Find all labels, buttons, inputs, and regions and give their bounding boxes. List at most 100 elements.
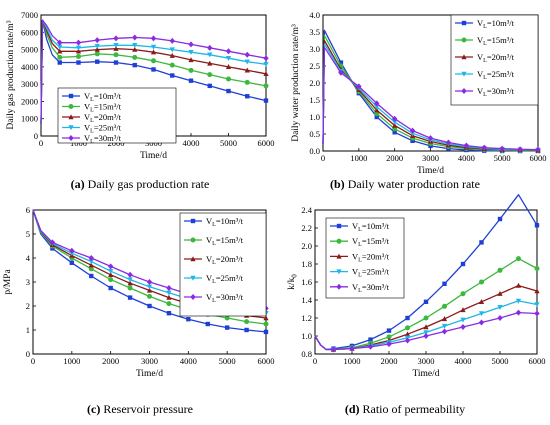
legend-label-sub: L	[212, 260, 216, 266]
series-4	[40, 19, 269, 124]
legend-label-main: V	[84, 112, 91, 122]
legend-label: VL=25m³/t	[477, 69, 515, 81]
data-point	[57, 44, 63, 50]
data-point	[207, 60, 213, 66]
data-point	[374, 114, 379, 120]
series-line	[32, 209, 267, 325]
legend-label-rest: =30m³/t	[487, 86, 515, 96]
data-point	[338, 60, 344, 65]
data-point	[478, 311, 485, 317]
legend-label-main: V	[84, 123, 91, 133]
legend-marker	[461, 54, 467, 60]
series-line	[40, 19, 267, 124]
x-tick-label: 6000	[258, 138, 275, 148]
data-point	[151, 58, 156, 64]
legend-label-rest: =25m³/t	[94, 123, 122, 133]
legend-label: VL=20m³/t	[477, 52, 515, 64]
data-point	[94, 37, 100, 44]
legend-entry: VL=30m³/t	[330, 282, 390, 294]
series-line	[322, 46, 539, 151]
legend-marker	[68, 125, 74, 131]
legend-entry: VL=10m³/t	[330, 221, 390, 233]
data-point	[499, 145, 505, 152]
legend-label-sub: L	[483, 24, 487, 30]
legend-label-main: V	[352, 267, 359, 277]
data-point	[107, 263, 114, 270]
legend-entry: VL=20m³/t	[330, 251, 390, 263]
data-point	[147, 293, 152, 299]
chart-panel-c: 0 1000 2000 3000 4000 5000 6000 0 1 2 3 4 5 6 Time/d p/…	[3, 205, 275, 416]
legend-marker	[336, 283, 342, 290]
x-tick-label: 3000	[422, 153, 439, 163]
data-point	[367, 343, 374, 350]
legend-entry: VL=30m³/t	[62, 133, 122, 145]
legend-label-main: V	[206, 235, 213, 245]
data-point	[88, 266, 94, 272]
caption-text: Ratio of permeability	[360, 402, 466, 416]
data-point	[226, 76, 231, 82]
data-point	[188, 57, 194, 63]
x-tick-label: 5000	[219, 356, 236, 366]
legend-label-sub: L	[90, 97, 94, 103]
legend: VL=10m³/tVL=15m³/tVL=20m³/tVL=25m³/tVL=3…	[179, 212, 267, 317]
data-point	[113, 45, 119, 51]
legend-marker	[68, 135, 74, 141]
data-point	[169, 37, 175, 44]
data-point	[479, 279, 484, 285]
y-axis-label: Daily gas production rate/m³	[6, 20, 16, 129]
data-point	[147, 303, 152, 309]
y-tick-label: 2000	[21, 96, 38, 106]
data-point	[146, 287, 153, 293]
data-point	[391, 115, 398, 122]
data-point	[57, 39, 63, 46]
y-tick-label: 3000	[21, 79, 38, 89]
data-point	[479, 240, 484, 245]
legend-label-main: V	[206, 292, 213, 302]
legend-label-rest: =10m³/t	[487, 18, 515, 28]
legend-label-main: V	[477, 52, 484, 62]
y-axis-label-sub: 0	[291, 274, 299, 278]
data-point	[76, 60, 81, 65]
data-point	[263, 83, 269, 89]
data-point	[423, 333, 429, 339]
legend-marker	[336, 223, 342, 229]
series-0	[40, 19, 269, 124]
legend-marker	[461, 71, 467, 77]
legend-label: VL=30m³/t	[206, 292, 244, 304]
y-tick-label: 6	[26, 205, 30, 215]
legend-label-main: V	[477, 86, 484, 96]
data-point	[263, 55, 269, 62]
data-point	[409, 131, 416, 137]
x-tick-label: 0	[313, 356, 317, 366]
data-point	[244, 51, 250, 58]
data-point	[534, 266, 540, 271]
data-point	[127, 277, 133, 283]
data-point	[150, 49, 157, 55]
legend-label-sub: L	[358, 273, 362, 279]
data-point	[75, 39, 82, 46]
y-tick-label: 6000	[21, 27, 38, 37]
y-tick-label: 3.0	[309, 44, 320, 54]
x-tick-label: 5000	[220, 138, 237, 148]
data-point	[338, 69, 344, 76]
data-point	[132, 54, 138, 60]
legend-label: VL=25m³/t	[352, 267, 390, 279]
legend-label-sub: L	[212, 222, 216, 228]
data-point	[127, 295, 133, 300]
y-tick-label: 2	[26, 301, 30, 311]
y-tick-label: 1.4	[301, 295, 312, 305]
data-point	[460, 307, 466, 313]
legend-entry: VL=25m³/t	[184, 273, 244, 285]
data-point	[263, 62, 269, 68]
legend-marker	[336, 269, 342, 275]
data-point	[263, 329, 269, 335]
data-point	[534, 310, 540, 317]
legend-label-rest: =15m³/t	[216, 235, 244, 245]
legend-entry: VL=25m³/t	[330, 267, 390, 279]
caption-text: Daily water production rate	[345, 177, 480, 191]
legend-marker	[190, 237, 196, 243]
legend-entry: VL=15m³/t	[330, 236, 390, 248]
x-tick-label: 1000	[63, 356, 80, 366]
series-line	[40, 19, 267, 124]
data-point	[207, 83, 212, 89]
